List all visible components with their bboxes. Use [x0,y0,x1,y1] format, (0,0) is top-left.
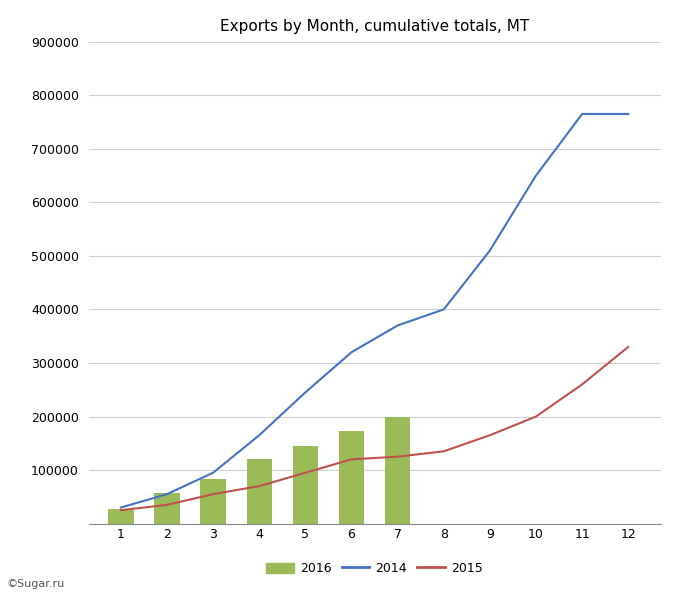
2015 [532,413,540,420]
Legend: 2016, 2014, 2015: 2016, 2014, 2015 [262,557,488,580]
2015 [394,453,402,461]
2014 [301,389,309,396]
2014 [624,110,633,117]
2015 [301,469,309,476]
Bar [338,431,364,524]
Bar [200,479,226,524]
Bar [293,446,318,524]
2014 [163,490,171,497]
2015 [116,507,125,514]
2015 [255,483,264,490]
Line: 2015: 2015 [121,347,629,511]
2015 [440,447,448,455]
2014 [116,504,125,511]
2015 [209,490,217,497]
Text: ©Sugar.ru: ©Sugar.ru [7,579,65,589]
2014 [578,110,586,117]
Line: 2014: 2014 [121,114,629,508]
2014 [532,172,540,179]
2014 [347,349,355,356]
2015 [624,343,633,350]
Title: Exports by Month, cumulative totals, MT: Exports by Month, cumulative totals, MT [220,18,529,33]
2014 [394,322,402,329]
2015 [163,501,171,508]
Bar [385,416,410,524]
2015 [486,432,494,439]
Bar [155,493,180,524]
2014 [486,247,494,254]
2014 [209,469,217,476]
Bar [108,509,133,524]
Bar [247,459,272,524]
2014 [255,432,264,439]
2015 [347,456,355,463]
2014 [440,306,448,313]
2015 [578,381,586,388]
